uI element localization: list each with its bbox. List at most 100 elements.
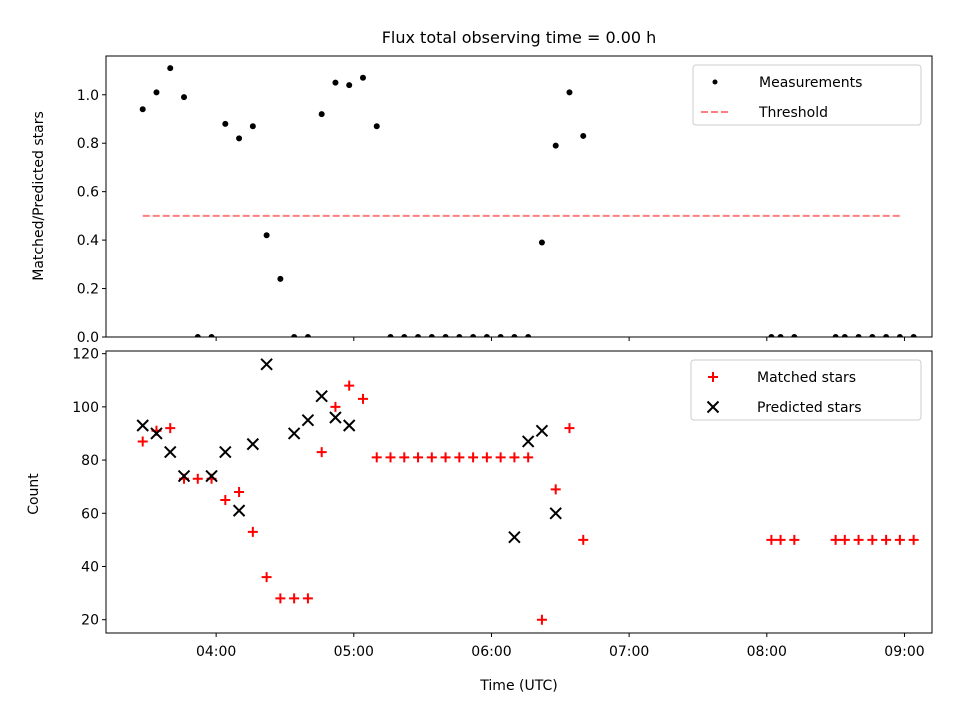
predicted-star-point bbox=[164, 445, 177, 459]
matched-star-point bbox=[839, 534, 850, 545]
x-tick-label: 04:00 bbox=[196, 644, 236, 660]
measurement-point bbox=[318, 111, 325, 118]
predicted-star-point bbox=[205, 469, 218, 483]
measurement-point bbox=[359, 74, 366, 81]
y-tick-label: 0.8 bbox=[77, 136, 99, 152]
legend-box bbox=[692, 64, 922, 126]
legend-predicted-swatch bbox=[706, 400, 720, 414]
matched-star-point bbox=[564, 423, 575, 434]
matched-star-point bbox=[830, 534, 841, 545]
measurement-point bbox=[401, 334, 408, 337]
predicted-star-point bbox=[150, 427, 163, 440]
bottom-panel: 20 40 60 80 100 120 04:00 05:00 06:00 07:00 08:00 0… bbox=[72, 347, 933, 660]
measurement-point bbox=[222, 120, 229, 127]
matched-star-point bbox=[454, 452, 465, 463]
predicted-star-point bbox=[246, 437, 260, 451]
measurement-point bbox=[777, 334, 784, 337]
legend-matched-swatch bbox=[708, 372, 718, 382]
matched-star-point bbox=[316, 447, 327, 458]
matched-star-point bbox=[867, 534, 878, 545]
top-y-axis-label: Matched/Predicted stars bbox=[31, 111, 47, 281]
matched-star-point bbox=[302, 593, 313, 604]
matched-star-point bbox=[413, 452, 424, 463]
measurement-point bbox=[883, 334, 890, 337]
measurement-point bbox=[249, 123, 256, 130]
measurement-point bbox=[910, 334, 917, 337]
y-tick-label: 0.0 bbox=[77, 330, 99, 346]
matched-star-point bbox=[468, 452, 479, 463]
measurement-point bbox=[552, 142, 559, 149]
measurement-point bbox=[832, 334, 839, 337]
matched-star-point bbox=[330, 401, 341, 412]
predicted-star-point bbox=[287, 427, 301, 440]
matched-star-point bbox=[536, 614, 547, 625]
matched-star-point bbox=[165, 423, 176, 434]
predicted-star-point bbox=[232, 504, 246, 517]
matched-star-point bbox=[220, 494, 231, 505]
matched-star-point bbox=[399, 452, 410, 463]
x-tick-label: 09:00 bbox=[884, 644, 924, 660]
matched-star-point bbox=[247, 526, 258, 537]
x-tick-label: 05:00 bbox=[334, 644, 374, 660]
y-tick-label: 40 bbox=[81, 559, 99, 575]
x-tick-label: 08:00 bbox=[747, 644, 787, 660]
measurement-point bbox=[456, 334, 463, 337]
measurement-point bbox=[470, 334, 477, 337]
measurement-point bbox=[167, 65, 174, 72]
y-tick-label: 0.2 bbox=[77, 282, 99, 298]
measurement-point bbox=[497, 334, 504, 337]
data-marks bbox=[136, 358, 919, 625]
y-tick-label: 0.6 bbox=[77, 185, 99, 201]
measurement-point bbox=[332, 79, 339, 86]
matched-star-point bbox=[371, 452, 382, 463]
measurement-point bbox=[428, 334, 435, 337]
predicted-star-point bbox=[315, 390, 328, 403]
chart-title: Flux total observing time = 0.00 h bbox=[382, 28, 657, 47]
measurement-point bbox=[153, 89, 160, 96]
measurement-point bbox=[566, 89, 573, 96]
predicted-star-point bbox=[549, 507, 562, 520]
legend-measurement-swatch bbox=[712, 79, 718, 85]
legend-box bbox=[690, 359, 922, 421]
measurement-point bbox=[791, 334, 798, 337]
axes-frame bbox=[105, 55, 933, 338]
y-tick-label: 100 bbox=[72, 400, 99, 416]
legend-label: Matched stars bbox=[757, 370, 856, 386]
measurement-point bbox=[139, 106, 146, 113]
predicted-star-point bbox=[535, 424, 549, 438]
matched-star-point bbox=[385, 452, 396, 463]
y-tick-label: 60 bbox=[81, 506, 99, 522]
data-marks bbox=[139, 65, 917, 337]
legend-label: Measurements bbox=[759, 75, 862, 91]
measurement-point bbox=[580, 132, 587, 139]
measurement-point bbox=[291, 334, 298, 337]
top-panel: 0.0 0.2 0.4 0.6 0.8 1.0 Measurements Threshold bbox=[77, 55, 933, 346]
legend-label: Threshold bbox=[758, 105, 828, 121]
matched-star-point bbox=[234, 487, 245, 497]
measurement-point bbox=[538, 239, 545, 246]
measurement-point bbox=[304, 334, 311, 337]
matched-star-point bbox=[775, 534, 786, 545]
measurement-point bbox=[855, 334, 862, 337]
measurement-point bbox=[442, 334, 449, 337]
matched-star-point bbox=[275, 593, 286, 604]
measurement-point bbox=[841, 334, 848, 337]
predicted-star-point bbox=[508, 531, 521, 544]
matched-star-point bbox=[509, 452, 520, 463]
matched-star-point bbox=[853, 534, 864, 545]
measurement-point bbox=[346, 82, 353, 89]
predicted-star-point bbox=[521, 435, 535, 448]
predicted-star-point bbox=[260, 358, 273, 371]
y-tick-label: 1.0 bbox=[77, 88, 99, 104]
matched-star-point bbox=[578, 534, 589, 545]
measurement-point bbox=[483, 334, 490, 337]
measurement-point bbox=[869, 334, 876, 337]
matched-star-point bbox=[357, 393, 368, 404]
measurement-point bbox=[373, 123, 380, 130]
measurement-point bbox=[263, 232, 270, 239]
matched-star-point bbox=[766, 534, 777, 545]
matched-star-point bbox=[261, 572, 272, 583]
matched-star-point bbox=[495, 452, 506, 463]
matched-star-point bbox=[881, 534, 892, 545]
